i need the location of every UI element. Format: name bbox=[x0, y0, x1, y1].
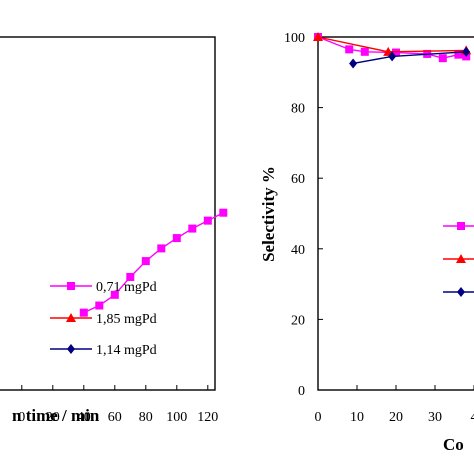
right-data-point bbox=[349, 58, 358, 69]
left-data-point bbox=[172, 234, 181, 243]
right-data-point bbox=[438, 54, 447, 63]
right-y-tick-label: 20 bbox=[291, 313, 305, 328]
right-legend-marker bbox=[457, 222, 465, 230]
right-x-axis-label: Co bbox=[443, 435, 464, 454]
right-y-tick-label: 100 bbox=[284, 31, 305, 46]
right-data-point bbox=[360, 47, 369, 56]
right-data-point bbox=[392, 48, 400, 57]
right-y-axis-label: Selectivity % bbox=[259, 166, 278, 262]
left-legend: 0,71 mgPd 1,85 mgPd 1,14 mgPd bbox=[50, 280, 157, 358]
right-x-tick-label: 10 bbox=[350, 410, 364, 425]
right-x-tick-label: 30 bbox=[428, 410, 442, 425]
left-x-axis-label: n time / min bbox=[12, 406, 100, 425]
right-data-point bbox=[454, 50, 463, 59]
right-x-tick-label: 20 bbox=[389, 410, 403, 425]
left-data-point bbox=[188, 224, 197, 233]
legend-label: 1,14 mgPd bbox=[96, 343, 157, 358]
left-x-tick-label: 100 bbox=[166, 410, 187, 425]
left-data-point bbox=[79, 308, 88, 317]
left-x-tick-label: 40 bbox=[77, 410, 91, 425]
right-x-tick-labels: 0 10 20 30 4 bbox=[315, 385, 474, 425]
left-x-tick-label: 20 bbox=[46, 410, 60, 425]
right-legend-marker bbox=[456, 254, 466, 263]
left-x-tick-label: 60 bbox=[108, 410, 122, 425]
right-legend-partial bbox=[443, 222, 474, 297]
left-data-point bbox=[126, 272, 135, 281]
right-y-tick-label: 0 bbox=[298, 384, 305, 399]
left-panel-conversion-vs-time: 0 20 40 60 80 100 120 0,71 mgPd 1,85 mgPd 1,14 m… bbox=[0, 36, 228, 425]
right-y-tick-label: 40 bbox=[291, 243, 305, 258]
left-data-point bbox=[95, 301, 104, 310]
right-x-tick-label: 4 bbox=[471, 410, 474, 425]
left-x-tick-labels: 0 20 40 60 80 100 120 bbox=[18, 385, 218, 425]
legend-marker bbox=[66, 313, 76, 322]
left-data-point bbox=[219, 208, 228, 217]
legend-label: 1,85 mgPd bbox=[96, 312, 157, 327]
right-data-point bbox=[313, 32, 323, 41]
right-y-tick-labels: 0 20 40 60 80 100 bbox=[284, 31, 323, 399]
left-data-point bbox=[141, 257, 150, 266]
right-data-point bbox=[345, 45, 354, 54]
left-data-point bbox=[203, 216, 212, 225]
right-data-point bbox=[388, 51, 397, 62]
legend-marker bbox=[67, 282, 75, 290]
legend-label: 0,71 mgPd bbox=[96, 280, 157, 295]
right-x-tick-label: 0 bbox=[315, 410, 322, 425]
left-series-line bbox=[83, 212, 224, 314]
left-data-point bbox=[110, 290, 119, 299]
left-series-layer bbox=[79, 208, 228, 317]
left-x-tick-label: 120 bbox=[197, 410, 218, 425]
right-plot-frame bbox=[317, 36, 474, 391]
left-plot-frame bbox=[0, 36, 216, 391]
left-x-tick-label: 80 bbox=[139, 410, 153, 425]
left-x-tick-label: 0 bbox=[18, 410, 25, 425]
right-legend-marker bbox=[457, 287, 465, 297]
right-data-point bbox=[462, 46, 471, 57]
left-data-point bbox=[157, 244, 166, 253]
right-panel-selectivity: 0 20 40 60 80 100 0 10 20 30 4 Selectivity % Co bbox=[259, 31, 474, 454]
right-y-tick-label: 80 bbox=[291, 102, 305, 117]
right-series-layer bbox=[313, 32, 472, 69]
legend-marker bbox=[67, 344, 75, 354]
right-y-tick-label: 60 bbox=[291, 172, 305, 187]
